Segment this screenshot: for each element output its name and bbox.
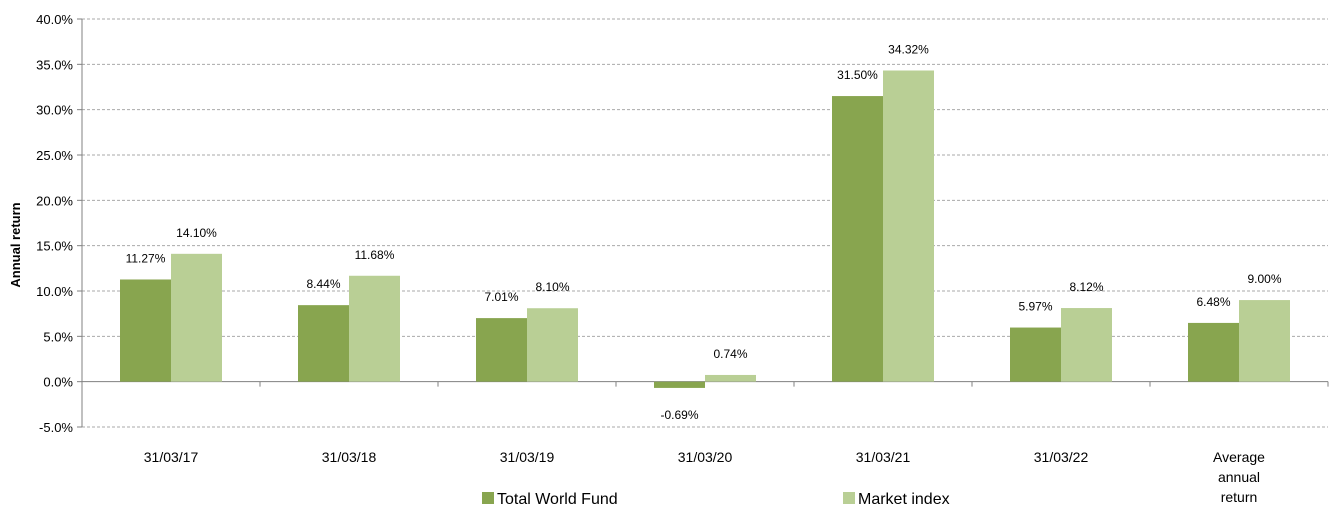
bar bbox=[527, 308, 578, 382]
y-tick-label: -5.0% bbox=[39, 420, 73, 435]
data-labels: 11.27% 14.10% 8.44% 11.68% 7.01% 8.10% -0.69% 0… bbox=[126, 42, 1282, 421]
bar bbox=[654, 381, 705, 388]
bar bbox=[883, 70, 934, 382]
y-tick-label: 20.0% bbox=[36, 193, 73, 208]
y-tick-label: 5.0% bbox=[43, 329, 73, 344]
y-tick-label: 40.0% bbox=[36, 12, 73, 27]
bar bbox=[349, 275, 400, 382]
category-labels: 31/03/17 31/03/18 31/03/19 31/03/20 31/03/21… bbox=[144, 449, 1265, 505]
data-label: 31.50% bbox=[837, 68, 878, 82]
y-tick-label: 15.0% bbox=[36, 239, 73, 254]
x-category-label: 31/03/19 bbox=[500, 449, 555, 465]
y-tick-label: 35.0% bbox=[36, 57, 73, 72]
bar bbox=[1010, 327, 1061, 382]
bar bbox=[298, 305, 349, 382]
legend-swatch bbox=[843, 492, 855, 504]
data-label: 8.10% bbox=[535, 280, 569, 294]
bar bbox=[1188, 322, 1239, 382]
bar bbox=[705, 374, 756, 382]
data-label: -0.69% bbox=[660, 408, 698, 422]
x-category-label: 31/03/17 bbox=[144, 449, 199, 465]
bar bbox=[1061, 308, 1112, 382]
data-label: 8.44% bbox=[306, 277, 340, 291]
y-tick-label: 25.0% bbox=[36, 148, 73, 163]
x-category-label: annual bbox=[1218, 469, 1260, 485]
data-label: 6.48% bbox=[1196, 295, 1230, 309]
bar bbox=[120, 279, 171, 382]
x-category-label: return bbox=[1221, 489, 1258, 505]
bar bbox=[476, 318, 527, 382]
data-label: 14.10% bbox=[176, 226, 217, 240]
data-label: 7.01% bbox=[484, 290, 518, 304]
gridlines bbox=[82, 18, 1328, 428]
y-tick-label: 30.0% bbox=[36, 103, 73, 118]
bar bbox=[1239, 300, 1290, 382]
data-label: 5.97% bbox=[1018, 300, 1052, 314]
legend-label: Market index bbox=[858, 491, 950, 508]
bars bbox=[120, 70, 1290, 388]
legend: Total World Fund Market index bbox=[482, 491, 950, 508]
y-tick-label: 0.0% bbox=[43, 375, 73, 390]
y-axis-title: Annual return bbox=[8, 202, 23, 287]
x-category-label: 31/03/22 bbox=[1034, 449, 1089, 465]
x-category-label: Average bbox=[1213, 449, 1265, 465]
bar bbox=[171, 253, 222, 382]
x-category-label: 31/03/21 bbox=[856, 449, 911, 465]
y-tick-label: 10.0% bbox=[36, 284, 73, 299]
data-label: 11.68% bbox=[355, 248, 395, 262]
data-label: 9.00% bbox=[1247, 272, 1281, 286]
axes: -5.0% 0.0% 5.0% 10.0% 15.0% 20.0% 25.0% 30.0% 35… bbox=[36, 12, 1329, 435]
x-category-label: 31/03/20 bbox=[678, 449, 733, 465]
data-label: 34.32% bbox=[888, 42, 929, 56]
data-label: 11.27% bbox=[126, 251, 166, 265]
legend-label: Total World Fund bbox=[497, 491, 618, 508]
bar bbox=[832, 96, 883, 382]
data-label: 8.12% bbox=[1069, 280, 1103, 294]
legend-swatch bbox=[482, 492, 494, 504]
data-label: 0.74% bbox=[713, 347, 747, 361]
x-category-label: 31/03/18 bbox=[322, 449, 377, 465]
